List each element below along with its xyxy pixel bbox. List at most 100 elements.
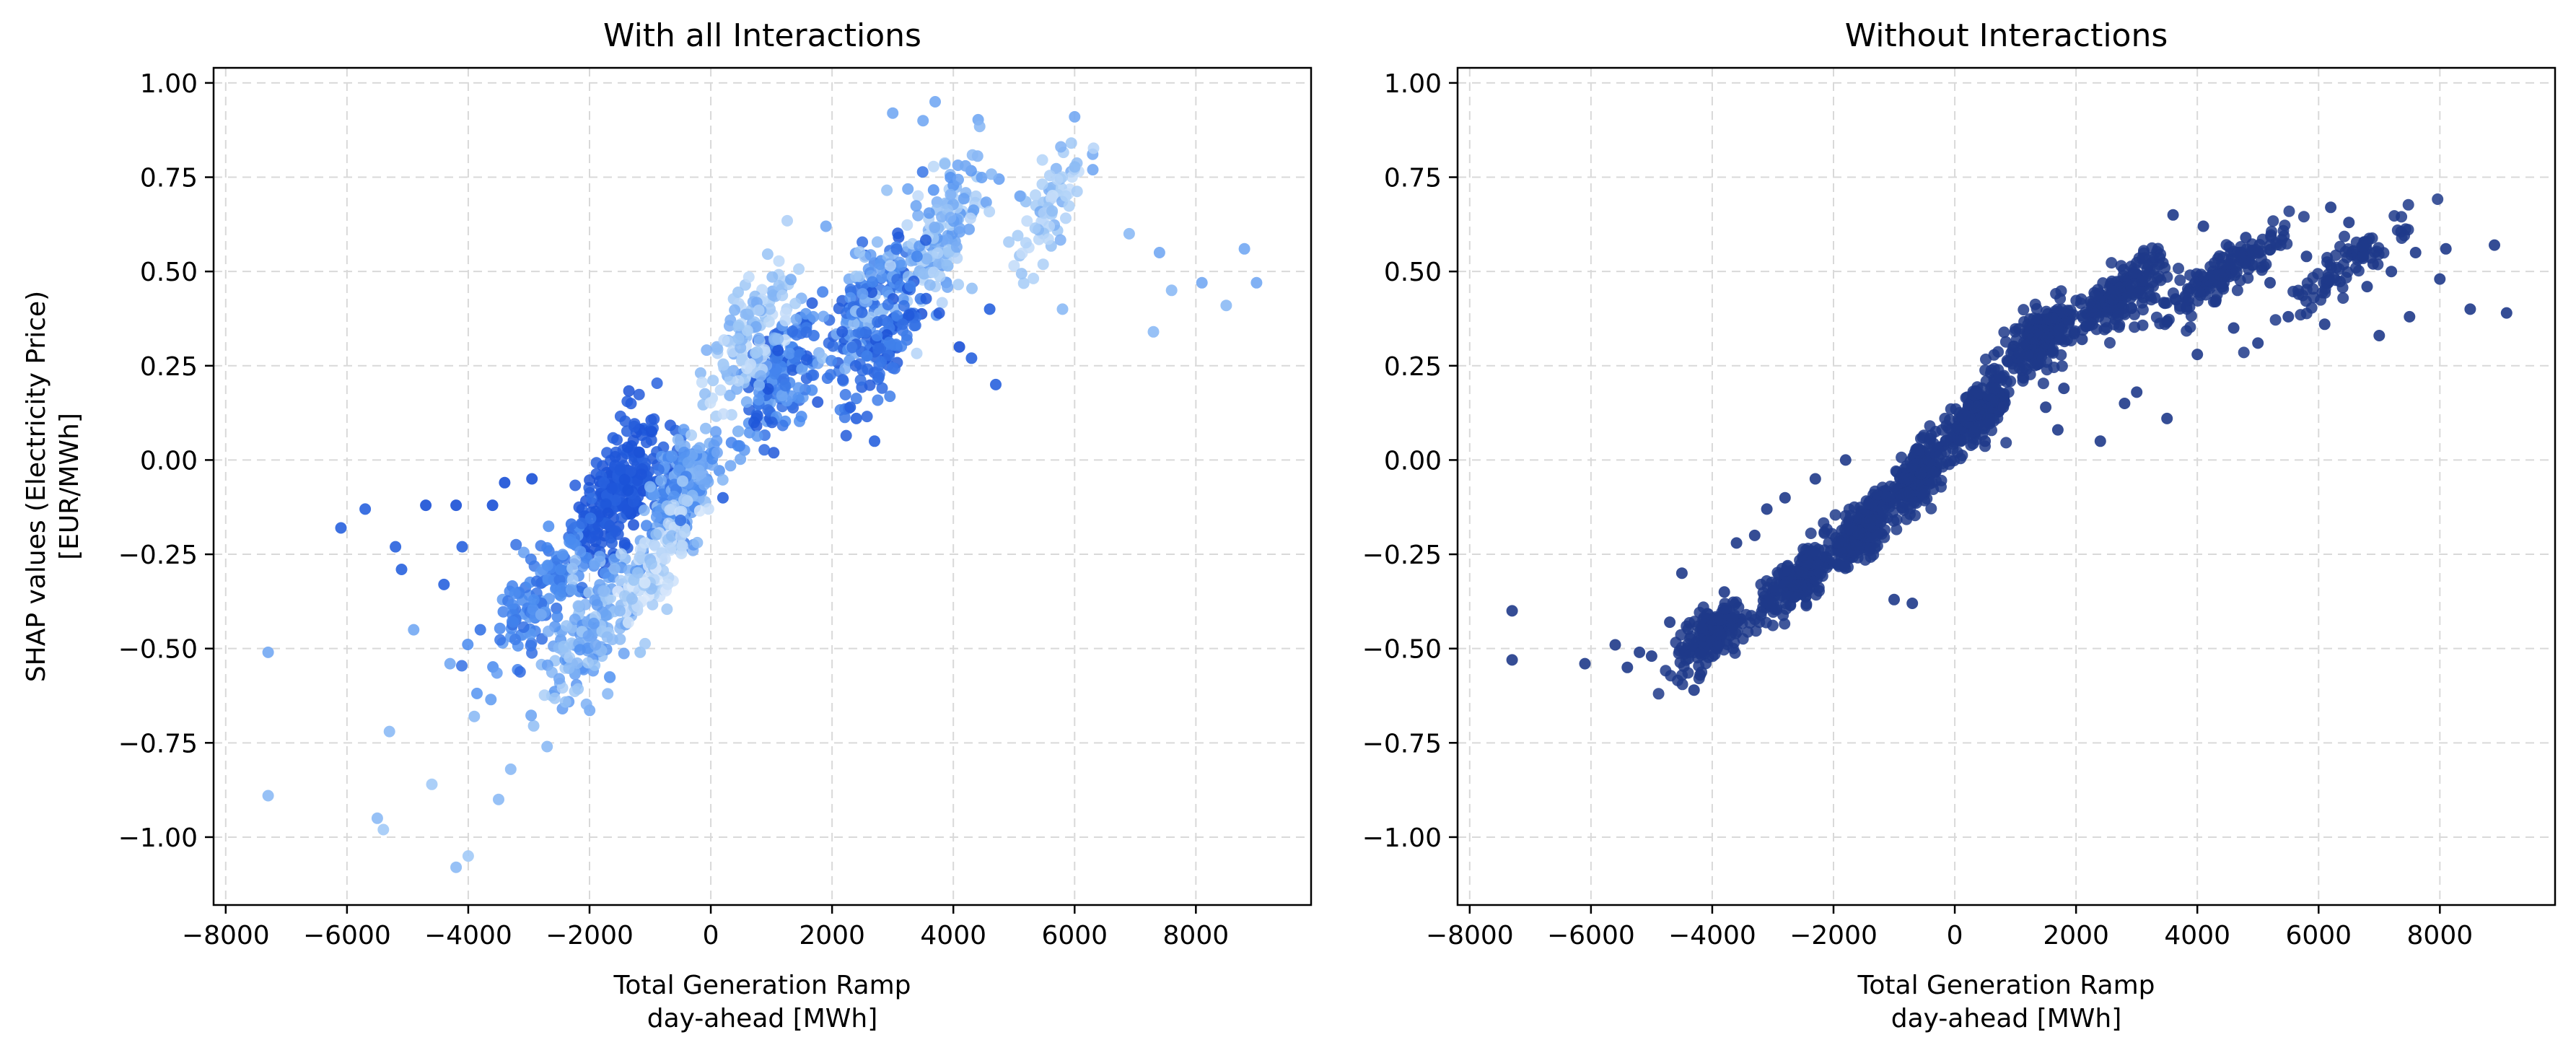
data-point <box>527 720 540 732</box>
data-point <box>704 397 717 409</box>
data-point <box>916 166 929 178</box>
data-point <box>1929 426 1942 437</box>
data-point <box>694 367 706 379</box>
data-point <box>854 246 866 258</box>
data-point <box>1688 684 1700 696</box>
data-point <box>2209 296 2222 307</box>
data-point <box>558 640 570 652</box>
data-point <box>1839 454 1852 466</box>
data-point <box>675 530 687 543</box>
data-point <box>632 567 644 579</box>
data-point <box>929 96 941 108</box>
data-point <box>565 518 577 530</box>
data-point <box>901 329 913 341</box>
data-point <box>2063 316 2075 328</box>
data-point <box>1698 641 1710 653</box>
data-point <box>2312 268 2324 280</box>
axes-frame <box>212 66 1313 906</box>
data-point <box>762 382 774 395</box>
data-point <box>800 354 812 366</box>
data-point <box>1675 567 1688 580</box>
data-point <box>1971 401 1983 413</box>
data-point <box>628 519 639 531</box>
x-tick-label: 4000 <box>2164 921 2230 950</box>
data-point <box>634 551 646 563</box>
data-point <box>766 416 778 429</box>
data-point <box>509 634 521 645</box>
data-point <box>781 214 793 227</box>
data-point <box>951 252 963 264</box>
data-point <box>2307 283 2319 295</box>
x-tick-label: −2000 <box>546 921 634 950</box>
data-point <box>685 429 698 441</box>
data-point <box>912 190 924 202</box>
data-point <box>371 812 383 824</box>
data-point <box>2253 239 2266 250</box>
data-point <box>507 616 520 628</box>
data-point <box>543 520 555 533</box>
data-point <box>976 172 988 183</box>
data-point <box>818 310 830 323</box>
x-tick-label: 8000 <box>1163 921 1230 950</box>
data-point <box>506 598 518 611</box>
data-point <box>1055 141 1067 153</box>
data-point <box>857 288 869 300</box>
data-point <box>1753 616 1766 629</box>
data-point <box>615 548 627 560</box>
data-point <box>2240 232 2252 244</box>
data-point <box>582 657 594 669</box>
data-point <box>872 394 884 406</box>
data-point <box>525 639 537 652</box>
data-point <box>1821 523 1833 535</box>
data-point <box>1888 515 1900 527</box>
data-point <box>2149 292 2161 304</box>
x-tick-label: −2000 <box>1789 921 1878 950</box>
data-point <box>600 609 612 621</box>
data-point <box>1740 608 1752 621</box>
data-point <box>486 499 499 512</box>
data-point <box>1906 598 1919 609</box>
data-point <box>572 600 584 612</box>
data-point <box>1060 190 1072 202</box>
data-point <box>1718 586 1730 598</box>
data-point <box>740 396 753 408</box>
data-point <box>1865 542 1877 554</box>
y-tick-label: 1.00 <box>1384 69 1442 99</box>
data-point <box>873 371 885 383</box>
data-point <box>456 541 468 553</box>
data-point <box>817 286 829 298</box>
data-point <box>1924 435 1936 447</box>
data-point <box>682 457 694 469</box>
data-point <box>497 605 509 618</box>
data-point <box>1727 612 1739 624</box>
data-point <box>1748 529 1761 541</box>
data-point <box>866 287 878 298</box>
data-point <box>2339 230 2350 242</box>
data-point <box>474 624 486 636</box>
data-point <box>717 408 730 420</box>
data-point <box>456 660 468 672</box>
data-point <box>884 260 896 272</box>
data-point <box>763 315 775 328</box>
data-point <box>902 183 914 195</box>
x-tick-label: 2000 <box>799 921 865 950</box>
data-point <box>621 504 634 516</box>
y-tick-label: −0.25 <box>118 541 198 570</box>
data-point <box>927 184 939 196</box>
data-point <box>678 494 691 506</box>
data-point <box>753 305 765 316</box>
data-point <box>2238 346 2250 359</box>
data-point <box>945 211 957 224</box>
data-point <box>2308 292 2320 304</box>
data-point <box>2278 230 2290 242</box>
data-point <box>2119 308 2131 320</box>
data-point <box>1985 364 1997 376</box>
data-point <box>2170 294 2182 306</box>
data-point <box>1781 576 1793 588</box>
data-point <box>1012 229 1024 242</box>
data-point <box>920 234 932 246</box>
data-point <box>2337 292 2349 304</box>
data-point <box>2319 283 2331 295</box>
data-point <box>1621 661 1634 673</box>
